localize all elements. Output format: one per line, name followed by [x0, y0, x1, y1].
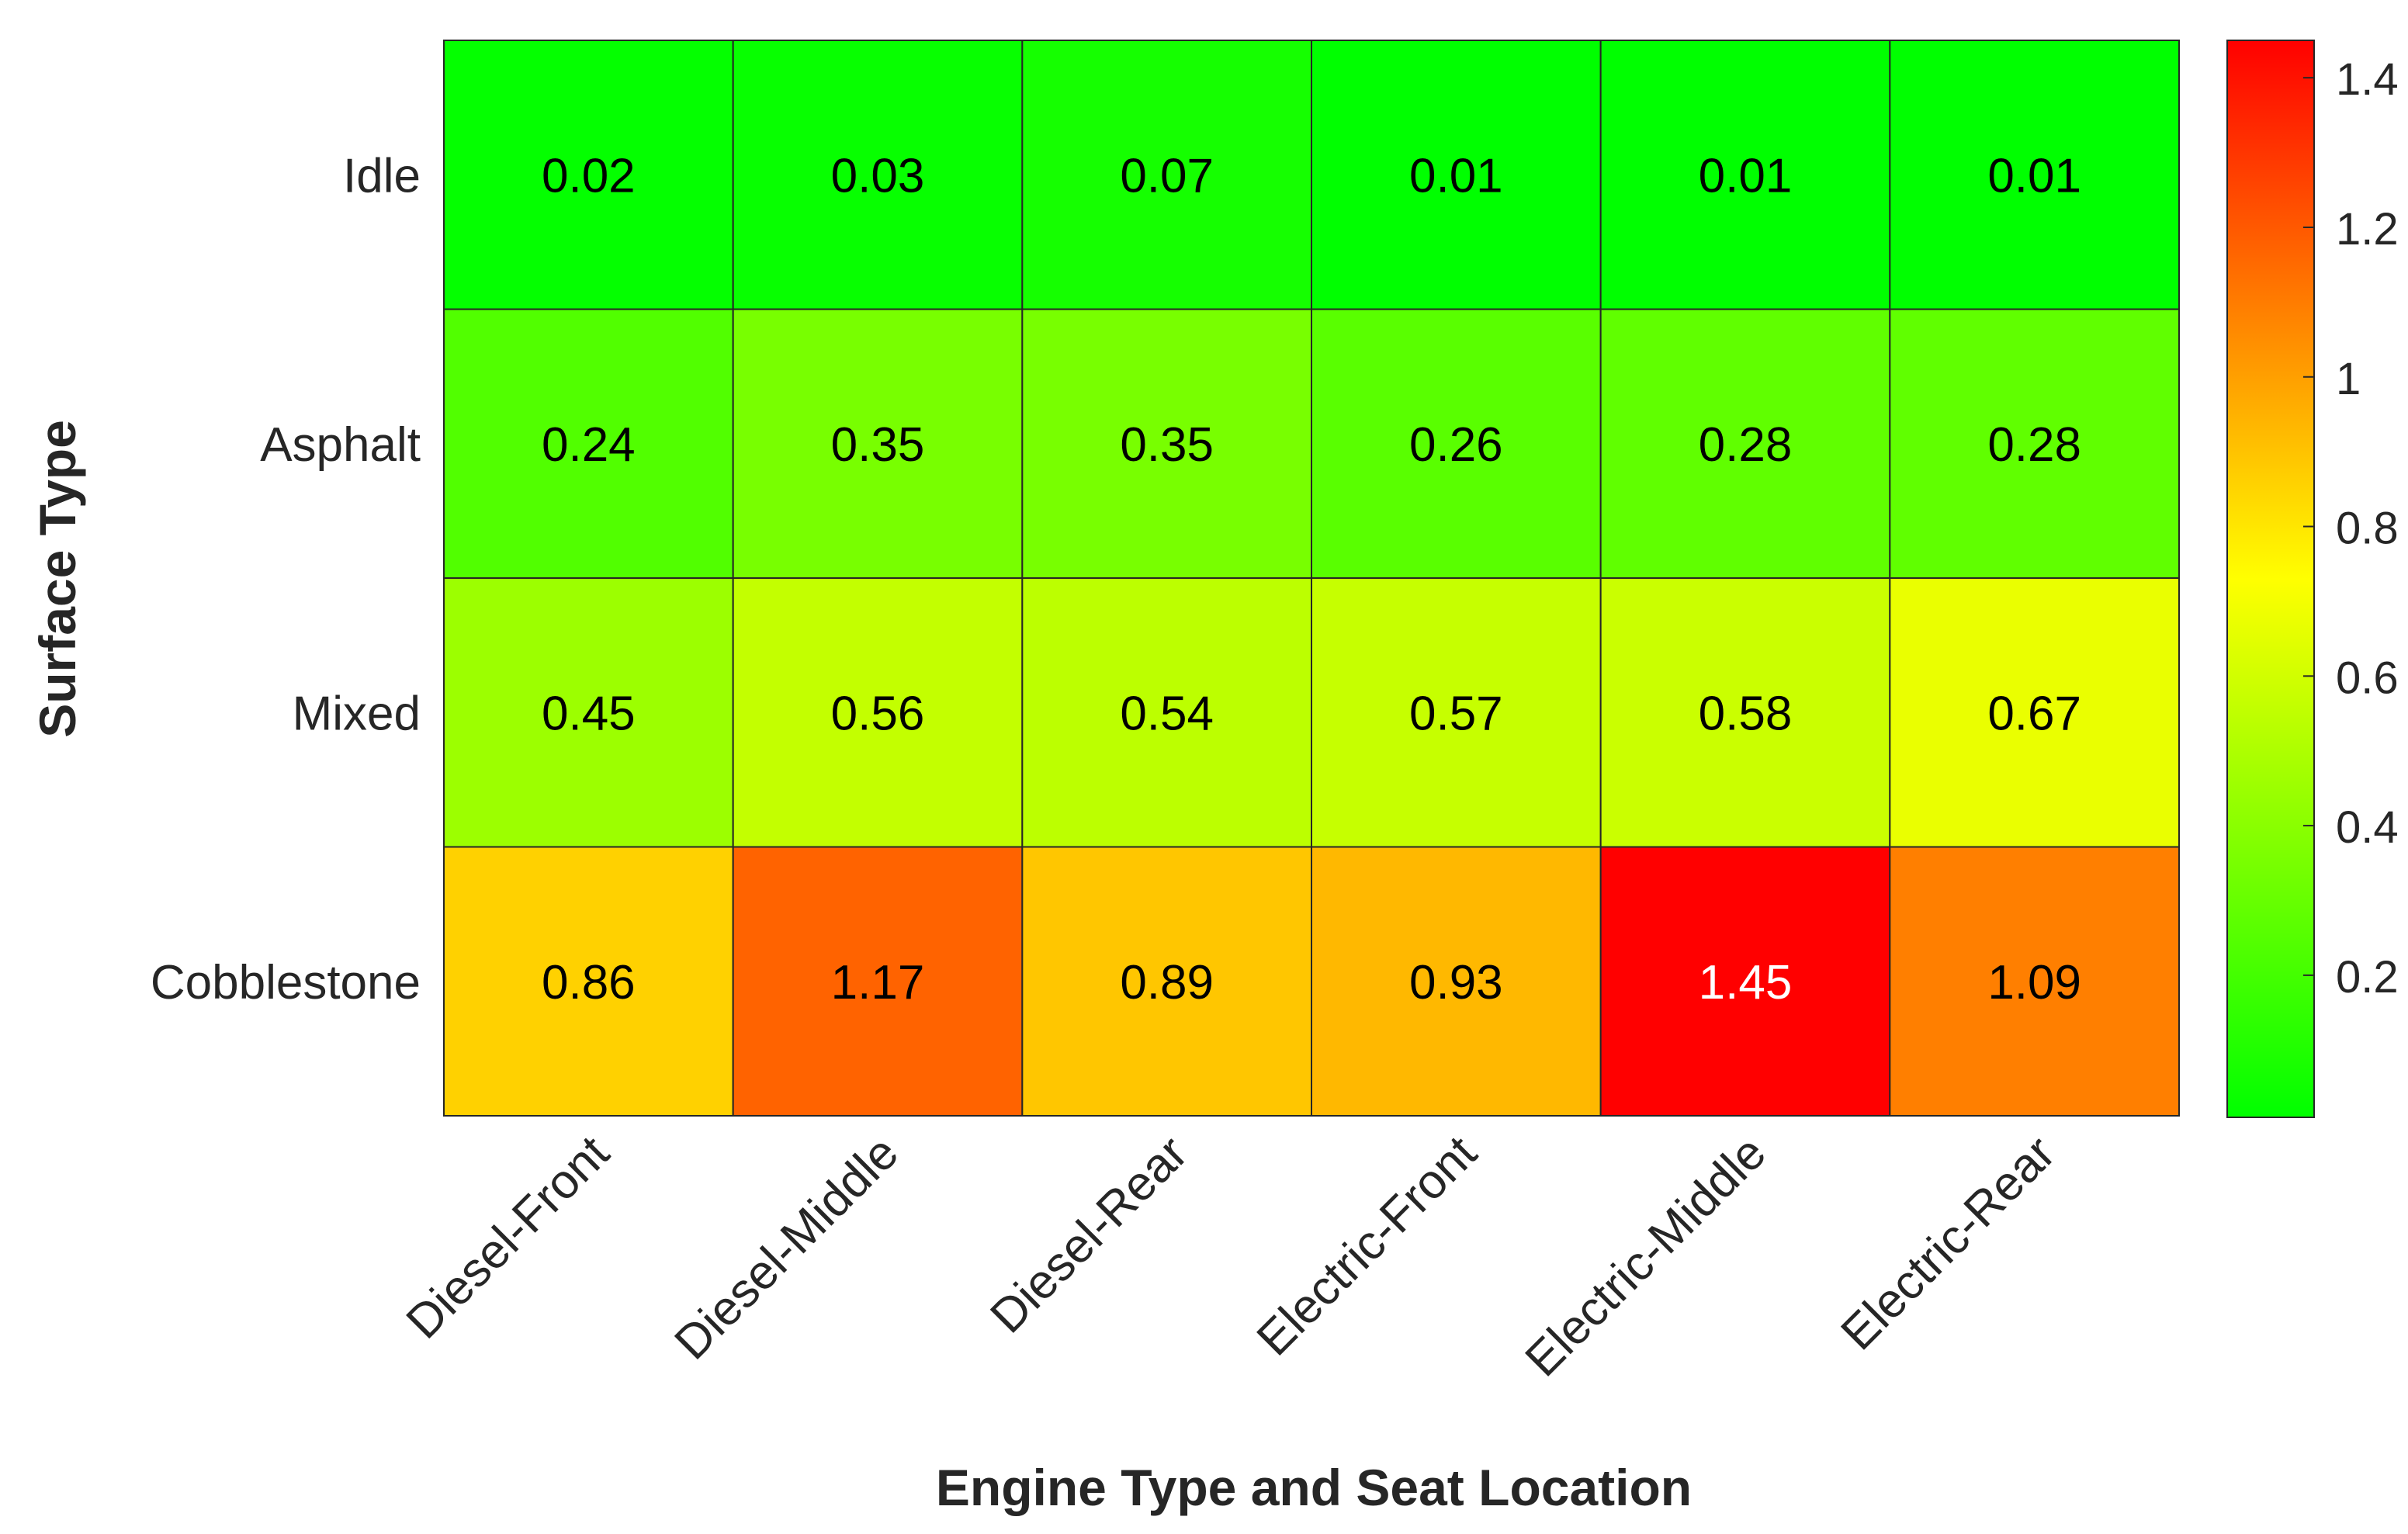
y-axis-label: Surface Type [29, 420, 86, 738]
cell-value-label: 0.86 [542, 956, 636, 1009]
y-tick-label: Mixed [293, 687, 421, 740]
cell-value-label: 1.45 [1699, 956, 1793, 1009]
heatmap-cell [732, 846, 1024, 1117]
heatmap-cells [443, 40, 2180, 1117]
heatmap-cell [732, 40, 1024, 310]
heatmap-cell [443, 577, 734, 848]
heatmap-cell [1889, 577, 2180, 848]
colorbar-tick-label: 1.2 [2336, 204, 2399, 255]
cell-value-label: 0.45 [542, 687, 636, 740]
heatmap-cell [1311, 577, 1602, 848]
y-tick-labels: Idle Asphalt Mixed Cobblestone [151, 149, 421, 1009]
cell-value-label: 1.09 [1987, 956, 2081, 1009]
x-tick-label: Diesel-Rear [980, 1126, 1197, 1343]
heatmap-cell [1311, 40, 1602, 310]
cell-value-label: 0.54 [1120, 687, 1214, 740]
heatmap-cell [443, 846, 734, 1117]
heatmap-cell [1599, 846, 1891, 1117]
heatmap-cell [1021, 577, 1313, 848]
colorbar-ticks: 0.2 0.4 0.6 0.8 1 1.2 1.4 [2303, 54, 2399, 1002]
cell-value-label: 0.28 [1699, 418, 1793, 472]
heatmap-cell [443, 308, 734, 579]
x-tick-label: Electric-Middle [1516, 1126, 1776, 1387]
cell-value-label: 0.01 [1699, 149, 1793, 203]
heatmap-cell [732, 308, 1024, 579]
cell-value-label: 0.24 [542, 418, 636, 472]
heatmap-cell [732, 577, 1024, 848]
cell-value-label: 0.58 [1699, 687, 1793, 740]
heatmap-cell [1889, 40, 2180, 310]
x-tick-label: Electric-Rear [1831, 1126, 2065, 1360]
x-tick-label: Diesel-Middle [665, 1126, 909, 1370]
heatmap-value-labels: 0.02 0.03 0.07 0.01 0.01 0.01 0.24 0.35 0.35 0.26… [542, 149, 2081, 1009]
cell-value-label: 0.02 [542, 149, 636, 203]
cell-value-label: 0.89 [1120, 956, 1214, 1009]
cell-value-label: 0.35 [1120, 418, 1214, 472]
cell-value-label: 0.28 [1987, 418, 2081, 472]
colorbar-tick-label: 1.4 [2336, 54, 2399, 105]
y-tick-label: Cobblestone [151, 956, 421, 1009]
cell-value-label: 0.07 [1120, 149, 1214, 203]
heatmap-cell [1021, 40, 1313, 310]
cell-value-label: 0.35 [831, 418, 925, 472]
colorbar [2226, 40, 2315, 1118]
heatmap-cell [1599, 40, 1891, 310]
cell-value-label: 0.57 [1409, 687, 1503, 740]
cell-value-label: 0.01 [1987, 149, 2081, 203]
y-tick-label: Idle [343, 149, 421, 203]
heatmap-cell [1311, 308, 1602, 579]
cell-value-label: 0.26 [1409, 418, 1503, 472]
heatmap-cell [1021, 846, 1313, 1117]
colorbar-tick-label: 0.2 [2336, 952, 2399, 1002]
cell-value-label: 0.67 [1987, 687, 2081, 740]
colorbar-tick-label: 1 [2336, 354, 2361, 404]
cell-value-label: 0.01 [1409, 149, 1503, 203]
heatmap-cell [1311, 846, 1602, 1117]
y-tick-label: Asphalt [260, 418, 421, 472]
colorbar-tick-label: 0.6 [2336, 653, 2399, 703]
x-axis-label: Engine Type and Seat Location [936, 1459, 1692, 1516]
heatmap-cell [1889, 846, 2180, 1117]
colorbar-tick-label: 0.8 [2336, 504, 2399, 554]
colorbar-tick-label: 0.4 [2336, 802, 2399, 853]
cell-value-label: 0.56 [831, 687, 925, 740]
heatmap-cell [1889, 308, 2180, 579]
heatmap-cell [443, 40, 734, 310]
x-tick-label: Electric-Front [1247, 1126, 1487, 1366]
x-tick-labels: Diesel-Front Diesel-Middle Diesel-Rear Elec… [397, 1126, 2066, 1387]
heatmap-cell [1599, 577, 1891, 848]
cell-value-label: 0.03 [831, 149, 925, 203]
cell-value-label: 1.17 [831, 956, 925, 1009]
cell-value-label: 0.93 [1409, 956, 1503, 1009]
x-tick-label: Diesel-Front [397, 1126, 620, 1349]
